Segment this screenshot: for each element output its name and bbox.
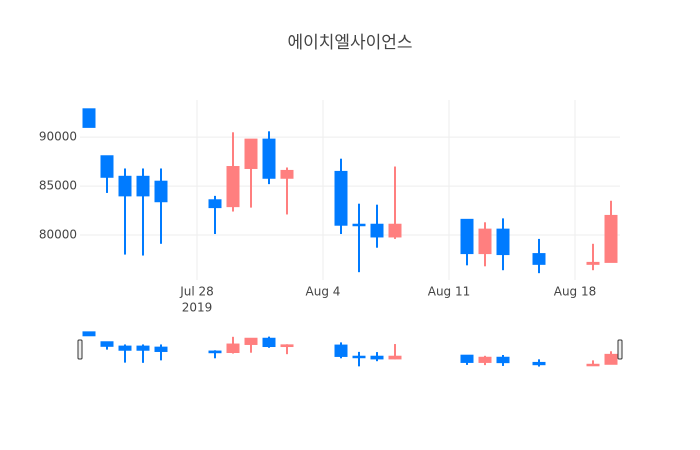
slider-candle-body (496, 356, 510, 364)
slider-candle-body (82, 331, 96, 337)
candle-body (82, 108, 96, 128)
slider-handle (617, 339, 623, 360)
slider-candle-body (604, 353, 618, 365)
x-tick-sublabel: 2019 (182, 301, 213, 315)
slider-candle-body (226, 343, 240, 354)
candle-body (352, 223, 366, 227)
slider-candle-body (262, 337, 276, 348)
slider-candle-body (118, 345, 132, 351)
slider-candle-body (478, 356, 492, 363)
candle-body (154, 180, 168, 203)
candle-body (532, 253, 546, 265)
candle-body (604, 214, 618, 263)
y-tick-label: 80000 (39, 228, 77, 242)
candle-body (262, 138, 276, 179)
slider-handle (77, 339, 83, 360)
slider-candle-body (244, 337, 258, 345)
slider-candle-body (136, 345, 150, 351)
slider-candle-body (154, 346, 168, 352)
slider-candle-body (460, 354, 474, 363)
slider-candle-body (370, 355, 384, 360)
candle-body (478, 228, 492, 255)
x-tick-label: Aug 11 (428, 285, 471, 299)
slider-candle-body (334, 344, 348, 357)
candle-body (136, 175, 150, 197)
x-tick-label: Jul 28 (179, 285, 214, 299)
slider-candle-body (352, 355, 366, 359)
candle-body (208, 199, 222, 209)
candle-body (460, 218, 474, 255)
x-tick-label: Aug 18 (554, 285, 597, 299)
slider-candle-body (586, 363, 600, 367)
candle-body (388, 223, 402, 238)
candle-body (496, 228, 510, 256)
candle-body (226, 166, 240, 208)
candle-body (334, 170, 348, 226)
candle-body (280, 169, 294, 179)
x-tick-label: Aug 4 (306, 285, 341, 299)
slider-candle-body (388, 355, 402, 360)
candle-body (586, 261, 600, 265)
chart-title: 에이치엘사이언스 (287, 33, 412, 53)
candle-body (370, 223, 384, 238)
candle-body (100, 155, 114, 178)
slider-candle-body (532, 361, 546, 366)
y-tick-label: 85000 (39, 179, 77, 193)
slider-candle-body (100, 341, 114, 347)
y-tick-label: 90000 (39, 130, 77, 144)
candle-body (118, 175, 132, 197)
slider-candle-body (208, 350, 222, 354)
candle-body (244, 138, 258, 169)
slider-candle-body (280, 344, 294, 348)
